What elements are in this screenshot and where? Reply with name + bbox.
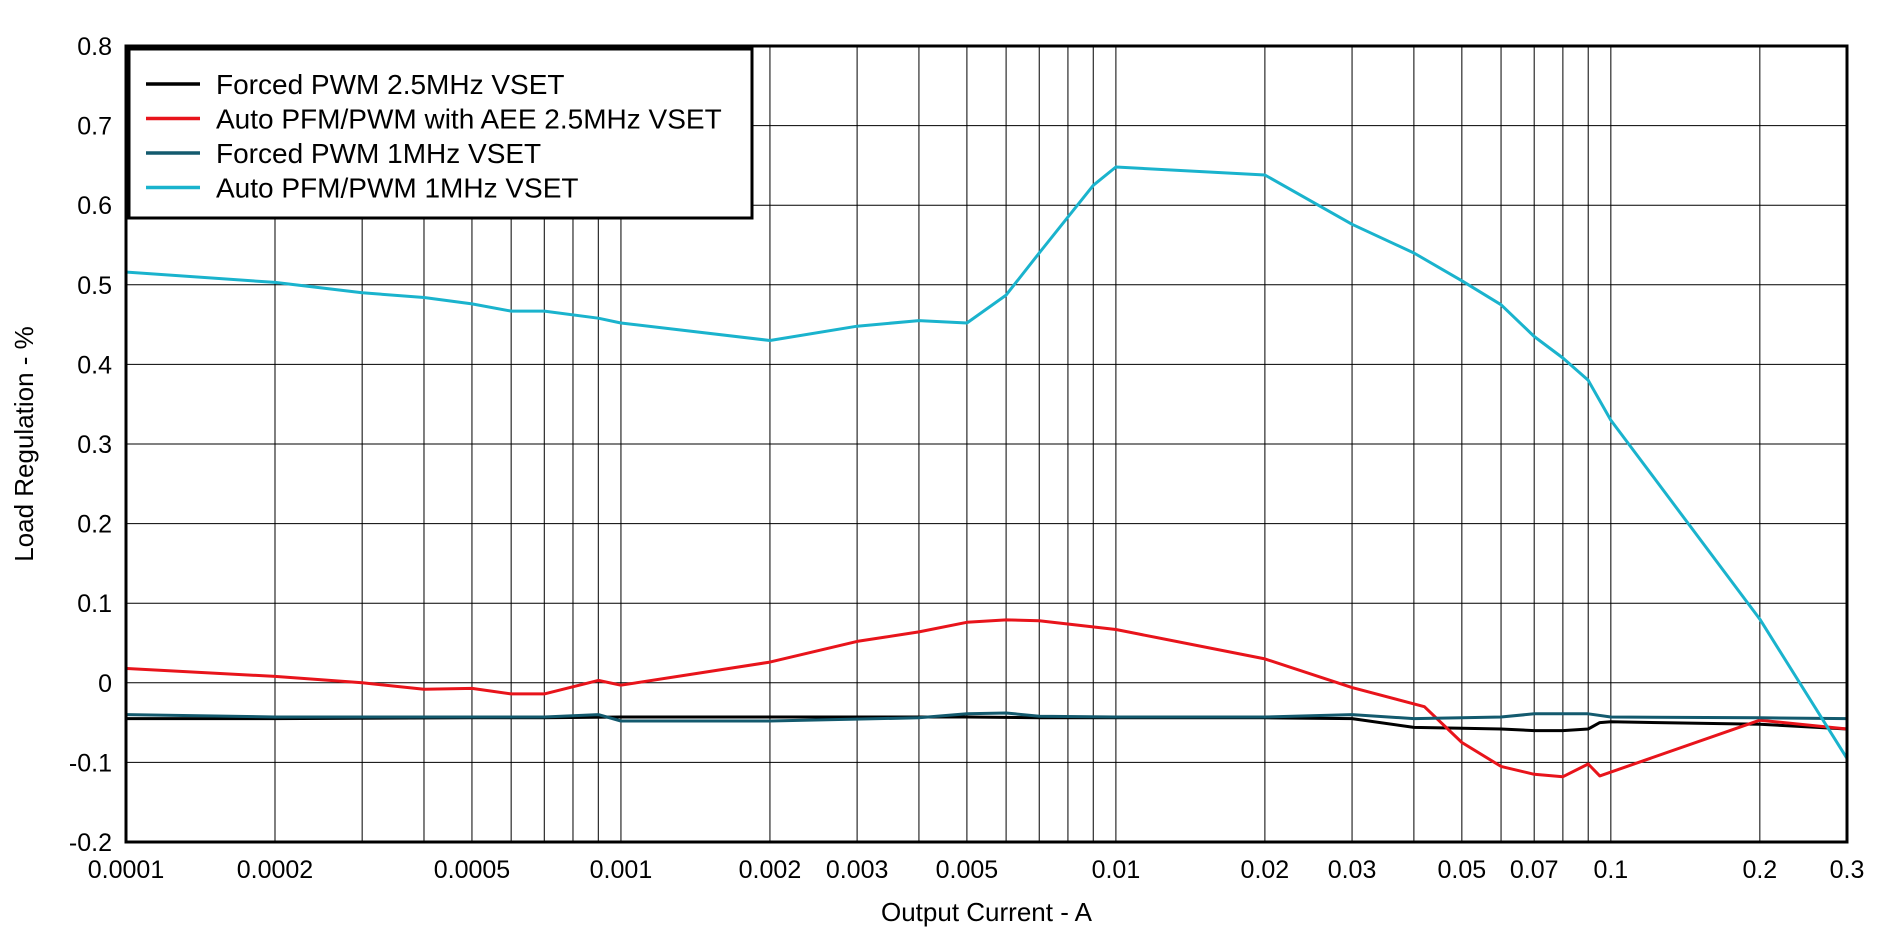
x-tick-label: 0.07: [1510, 856, 1559, 884]
series-line-4: [125, 165, 1849, 760]
y-tick-label: -0.1: [69, 749, 112, 777]
legend-entry-label: Auto PFM/PWM with AEE 2.5MHz VSET: [216, 104, 722, 135]
x-tick-label: 0.05: [1438, 856, 1487, 884]
x-tick-label: 0.03: [1328, 856, 1377, 884]
legend-entry-label: Forced PWM 1MHz VSET: [216, 138, 541, 169]
x-tick-label: 0.01: [1092, 856, 1141, 884]
y-tick-label: 0.8: [77, 33, 112, 61]
plot-frame: [124, 44, 1849, 844]
x-tick-label: 0.0005: [434, 856, 510, 884]
x-tick-label: 0.02: [1241, 856, 1290, 884]
legend-entry-label: Auto PFM/PWM 1MHz VSET: [216, 173, 579, 204]
legend-box: [127, 47, 754, 220]
series-line-2: [125, 618, 1848, 779]
y-tick-label: 0: [98, 670, 112, 698]
y-tick-label: 0.2: [77, 511, 112, 539]
x-tick-label: 0.002: [739, 856, 802, 884]
series-line-1: [126, 715, 1848, 733]
x-tick-label: 0.005: [936, 856, 999, 884]
x-tick-label: 0.003: [826, 856, 889, 884]
y-tick-label: 0.7: [77, 113, 112, 141]
x-tick-label: 0.0001: [88, 856, 164, 884]
x-tick-label: 0.001: [590, 856, 653, 884]
x-tick-label: 0.2: [1742, 856, 1777, 884]
y-axis-label: Load Regulation - %: [9, 326, 39, 562]
tick-labels: 0.0001 0.0002 0.0005 0.001 0.002 0.003 0.005 0.…: [69, 33, 1864, 884]
series-line-3: [125, 711, 1848, 723]
y-tick-label: 0.1: [77, 590, 112, 618]
x-tick-label: 0.3: [1830, 856, 1865, 884]
x-tick-label: 0.1: [1593, 856, 1628, 884]
y-tick-label: 0.4: [77, 351, 112, 379]
y-tick-label: 0.5: [77, 272, 112, 300]
x-axis-label: Output Current - A: [881, 897, 1093, 927]
legend: Forced PWM 2.5MHz VSET Auto PFM/PWM with …: [127, 47, 754, 220]
y-tick-label: -0.2: [69, 829, 112, 857]
x-tick-label: 0.0002: [237, 856, 313, 884]
series-lines: [125, 165, 1849, 779]
y-tick-label: 0.3: [77, 431, 112, 459]
legend-entry-label: Forced PWM 2.5MHz VSET: [216, 69, 565, 100]
y-tick-label: 0.6: [77, 192, 112, 220]
